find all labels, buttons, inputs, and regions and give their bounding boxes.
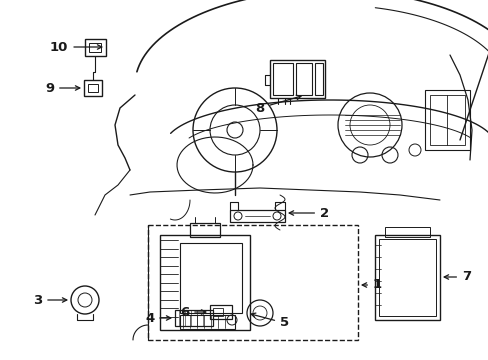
Bar xyxy=(148,225,357,340)
Bar xyxy=(180,315,235,329)
Bar xyxy=(175,310,213,326)
Bar xyxy=(89,43,101,52)
Bar xyxy=(295,63,311,95)
Bar xyxy=(209,305,231,319)
Bar xyxy=(229,210,285,222)
Text: 7: 7 xyxy=(443,270,470,284)
Bar xyxy=(213,308,223,316)
Bar xyxy=(190,223,220,237)
Bar xyxy=(84,80,102,96)
Bar xyxy=(378,239,435,316)
Text: 8: 8 xyxy=(255,95,301,114)
Bar xyxy=(272,63,292,95)
Text: 5: 5 xyxy=(250,313,288,329)
Bar xyxy=(374,235,439,320)
Text: 2: 2 xyxy=(288,207,328,220)
Bar xyxy=(88,84,98,92)
Text: 3: 3 xyxy=(33,293,67,306)
Bar xyxy=(384,227,429,237)
Bar xyxy=(85,39,106,56)
Bar xyxy=(160,235,249,330)
Text: 6: 6 xyxy=(180,306,205,319)
Bar xyxy=(424,90,469,150)
Text: 9: 9 xyxy=(45,81,80,95)
Bar xyxy=(180,243,242,313)
Text: 4: 4 xyxy=(145,311,170,324)
Text: 1: 1 xyxy=(362,279,381,292)
Bar xyxy=(429,95,464,145)
Text: 10: 10 xyxy=(50,41,102,54)
Bar xyxy=(269,60,325,98)
Bar xyxy=(314,63,323,95)
